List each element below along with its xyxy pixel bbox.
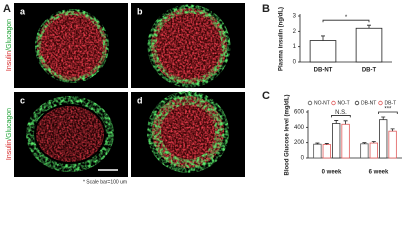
x-tick-label: DB-NT	[314, 68, 333, 74]
bar	[388, 130, 397, 159]
error-bar	[334, 120, 339, 124]
axis	[307, 110, 402, 159]
y-tick-label: 0	[301, 156, 305, 162]
panel-label: B	[262, 3, 270, 15]
stain-part: Insulin	[6, 51, 13, 71]
error-bar	[362, 142, 367, 144]
x-tick-label: 0 week	[322, 170, 342, 176]
legend-marker	[354, 100, 360, 106]
image-label: d	[137, 95, 143, 105]
bar	[355, 27, 383, 63]
micrographs	[14, 3, 245, 177]
y-tick-label: 200	[294, 140, 305, 146]
bar	[309, 40, 337, 63]
annotation: ***	[384, 107, 392, 113]
legend-label: DB-NT	[361, 100, 376, 106]
error-bar	[315, 142, 320, 145]
bar	[322, 144, 331, 159]
y-tick-label: 400	[294, 125, 305, 131]
stain-part: Insulin	[6, 140, 13, 160]
legend-marker	[378, 100, 383, 106]
legend-marker	[331, 100, 336, 106]
image-label: c	[20, 95, 25, 105]
stain-label: Insulin/Glucagon	[6, 108, 13, 160]
image-label: a	[20, 6, 26, 16]
significance-bracket	[322, 19, 370, 23]
bar	[341, 123, 350, 159]
error-bar	[390, 128, 395, 132]
image-label: b	[137, 6, 143, 16]
annotation: *	[345, 15, 348, 21]
panel-label: A	[3, 3, 11, 15]
legend-label: DB-T	[385, 100, 397, 106]
y-tick-label: 600	[294, 110, 305, 116]
legend-marker	[307, 100, 313, 106]
annotation: N.S.	[335, 110, 347, 116]
bar	[360, 143, 369, 159]
x-tick-label: 6 week	[369, 170, 389, 176]
error-bar	[381, 116, 386, 120]
panel-label: C	[262, 90, 270, 102]
bar	[332, 123, 341, 159]
y-tick-label: 2	[293, 29, 297, 35]
y-tick-label: 0	[293, 60, 297, 66]
legend-label: NO-T	[338, 100, 350, 106]
error-bar	[367, 24, 371, 29]
scale-note: * Scale bar=100 um	[83, 179, 127, 185]
significance-bracket	[378, 111, 398, 114]
y-tick-label: 3	[293, 14, 297, 20]
y-axis-label: Blood Glucose level (mg/dL)	[285, 94, 291, 175]
bar	[379, 119, 388, 159]
figure: A Insulin/Glucagon Insulin/Glucagon * Sc…	[3, 3, 402, 185]
stain-part: /Glucagon	[6, 108, 13, 140]
legend-label: NO-NT	[314, 100, 330, 106]
error-bar	[343, 120, 348, 125]
error-bar	[321, 35, 325, 41]
bar	[369, 142, 378, 159]
significance-bracket	[331, 115, 351, 118]
y-axis-label: Plasma insulin (ng/dL)	[279, 7, 285, 71]
stain-part: /Glucagon	[6, 19, 13, 51]
x-tick-label: DB-T	[362, 68, 377, 74]
bar	[313, 143, 322, 159]
stain-label: Insulin/Glucagon	[6, 19, 13, 71]
error-bar	[371, 141, 376, 144]
error-bar	[324, 143, 329, 145]
y-tick-label: 1	[293, 44, 297, 50]
